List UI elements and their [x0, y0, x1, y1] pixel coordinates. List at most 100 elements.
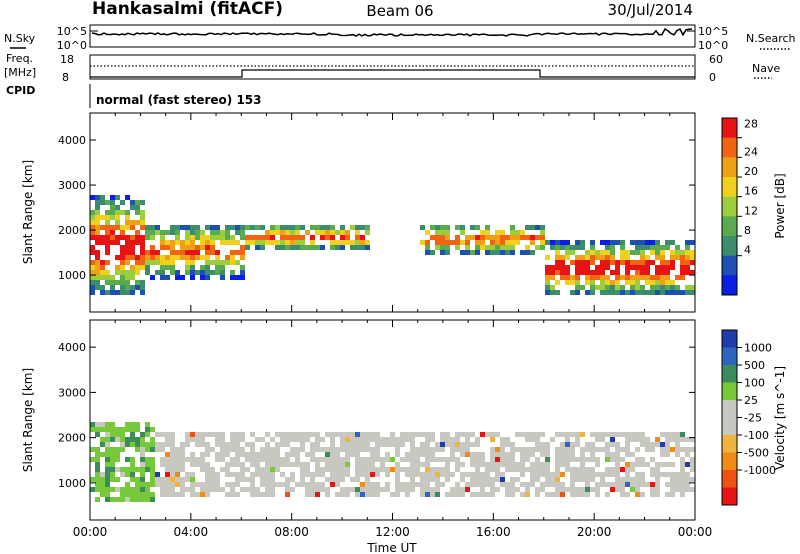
power-cell-60 — [105, 290, 110, 295]
velocity-cell-342 — [260, 437, 265, 442]
velocity-cell-504 — [345, 447, 350, 452]
power-cell-27 — [95, 255, 100, 260]
power-cell-6 — [90, 235, 95, 240]
power-cell-713 — [660, 245, 665, 250]
power-cell-751 — [680, 275, 685, 280]
cpid-label: CPID — [6, 84, 35, 97]
velocity-colorbar-ticklabel-5: -100 — [744, 429, 769, 442]
velocity-cell-803 — [505, 452, 510, 457]
velocity-cell-709 — [450, 492, 455, 497]
velocity-cell-23 — [100, 452, 105, 457]
velocity-cell-409 — [295, 447, 300, 452]
velocity-cell-46 — [110, 427, 115, 432]
velocity-cell-101 — [130, 497, 135, 502]
velocity-cell-574 — [375, 487, 380, 492]
power-cell-190 — [160, 275, 165, 280]
power-cell-218 — [180, 250, 185, 255]
velocity-cell-294 — [230, 482, 235, 487]
velocity-cell-644 — [420, 442, 425, 447]
power-cell-571 — [575, 280, 580, 285]
velocity-cell-908 — [560, 492, 565, 497]
velocity-cell-1035 — [630, 482, 635, 487]
power-cell-96 — [120, 265, 125, 270]
velocity-cell-1041 — [635, 462, 640, 467]
velocity-cell-343 — [260, 447, 265, 452]
velocity-cell-804 — [505, 457, 510, 462]
power-cell-401 — [350, 225, 355, 230]
velocity-cell-711 — [455, 437, 460, 442]
velocity-cell-87 — [125, 492, 130, 497]
velocity-cell-455 — [320, 457, 325, 462]
power-cell-602 — [595, 270, 600, 275]
power-colorbar-label: Power [dB] — [773, 173, 787, 238]
power-cell-393 — [340, 225, 345, 230]
velocity-cell-371 — [270, 482, 275, 487]
power-cell-248 — [195, 270, 200, 275]
velocity-cell-692 — [440, 482, 445, 487]
velocity-cell-766 — [485, 462, 490, 467]
velocity-cell-657 — [425, 452, 430, 457]
power-cell-344 — [275, 245, 280, 250]
velocity-cell-367 — [270, 462, 275, 467]
velocity-cell-203 — [180, 457, 185, 462]
velocity-cell-448 — [315, 467, 320, 472]
velocity-cell-890 — [555, 452, 560, 457]
velocity-cell-157 — [160, 432, 165, 437]
power-cell-13 — [90, 280, 95, 285]
power-cell-173 — [150, 255, 155, 260]
velocity-cell-24 — [100, 472, 105, 477]
power-cell-20 — [95, 215, 100, 220]
velocity-cell-468 — [325, 492, 330, 497]
power-cell-603 — [595, 275, 600, 280]
velocity-colorbar-swatch-3 — [722, 382, 737, 401]
power-cell-719 — [660, 275, 665, 280]
velocity-cell-396 — [285, 482, 290, 487]
velocity-cell-871 — [540, 482, 545, 487]
power-cell-103 — [125, 210, 130, 215]
velocity-cell-16 — [95, 482, 100, 487]
velocity-cell-197 — [175, 477, 180, 482]
velocity-cell-1081 — [660, 452, 665, 457]
velocity-cell-323 — [250, 432, 255, 437]
velocity-cell-754 — [475, 482, 480, 487]
velocity-cell-956 — [585, 492, 590, 497]
power-cell-195 — [165, 260, 170, 265]
velocity-cell-434 — [310, 447, 315, 452]
power-x-ticks — [89, 113, 696, 312]
power-cell-18 — [95, 205, 100, 210]
noise-tick-high-right: 10^5 — [698, 25, 728, 38]
velocity-cell-137 — [145, 492, 150, 497]
power-cell-708 — [655, 270, 660, 275]
velocity-cell-78 — [125, 422, 130, 427]
velocity-cell-290 — [230, 447, 235, 452]
velocity-cell-132 — [145, 457, 150, 462]
power-cell-711 — [655, 285, 660, 290]
power-cell-494 — [510, 240, 515, 245]
velocity-cell-518 — [350, 487, 355, 492]
velocity-cell-608 — [400, 437, 405, 442]
power-cell-528 — [550, 245, 555, 250]
power-cell-664 — [630, 285, 635, 290]
power-cell-54 — [105, 245, 110, 250]
velocity-cell-669 — [430, 452, 435, 457]
velocity-cell-474 — [330, 457, 335, 462]
power-cell-328 — [255, 240, 260, 245]
power-cell-705 — [655, 250, 660, 255]
velocity-cell-0 — [90, 422, 95, 427]
velocity-cell-355 — [265, 457, 270, 462]
velocity-cell-50 — [110, 452, 115, 457]
power-cell-316 — [240, 265, 245, 270]
power-cell-134 — [135, 210, 140, 215]
power-cell-715 — [660, 255, 665, 260]
power-cell-499 — [515, 240, 520, 245]
power-cell-45 — [100, 290, 105, 295]
velocity-cell-463 — [325, 457, 330, 462]
velocity-cell-155 — [155, 477, 160, 482]
power-cell-306 — [235, 240, 240, 245]
velocity-cell-359 — [265, 477, 270, 482]
velocity-cell-253 — [205, 487, 210, 492]
velocity-colorbar-swatch-1 — [722, 347, 737, 366]
velocity-cell-979 — [600, 477, 605, 482]
velocity-cell-835 — [525, 432, 530, 437]
velocity-cell-406 — [290, 487, 295, 492]
